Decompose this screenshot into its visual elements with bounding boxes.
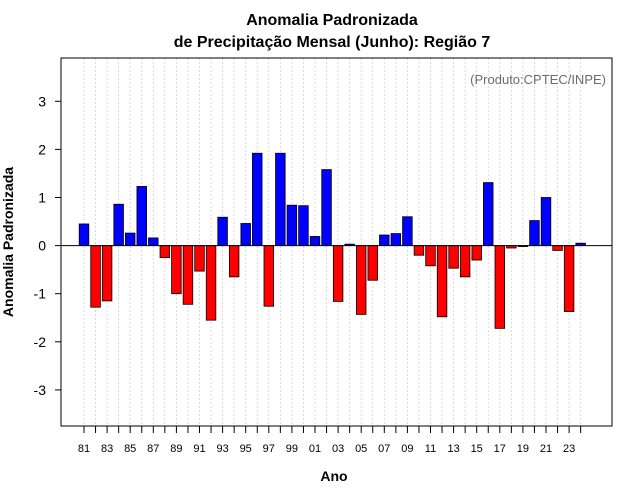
x-tick-label: 91	[193, 443, 205, 455]
bar-10	[413, 245, 425, 256]
bar-81	[78, 223, 90, 247]
x-tick-label: 15	[471, 443, 483, 455]
x-tick-label: 83	[101, 443, 113, 455]
bar-20	[529, 220, 540, 246]
bar-08	[390, 233, 402, 247]
x-tick-label: 09	[401, 443, 413, 455]
x-tick-label: 03	[332, 443, 344, 455]
y-tick-label: -1	[34, 286, 47, 302]
bar-16	[483, 182, 494, 247]
x-tick-label: 01	[309, 443, 321, 455]
bar-14	[459, 245, 471, 278]
x-tick-label: 21	[540, 443, 552, 455]
x-tick-label: 93	[216, 443, 228, 455]
bar-96	[252, 152, 263, 247]
x-tick-label: 23	[563, 443, 575, 455]
y-axis-label: Anomalia Padronizada	[0, 167, 16, 317]
x-axis-label: Ano	[320, 468, 347, 484]
y-tick-label: -3	[34, 382, 47, 398]
bar-93	[217, 216, 228, 247]
bar-21	[540, 197, 552, 246]
bar-06	[367, 245, 378, 281]
bar-95	[240, 223, 251, 247]
bar-03	[332, 245, 344, 302]
bar-07	[379, 234, 390, 247]
y-tick-label: 2	[38, 141, 46, 157]
bar-91	[194, 245, 205, 272]
y-tick-label: 0	[38, 238, 46, 254]
bar-22	[552, 245, 563, 251]
bar-92	[205, 245, 217, 321]
x-tick-label: 07	[378, 443, 390, 455]
bar-01	[309, 236, 321, 247]
bar-82	[90, 245, 101, 308]
bar-84	[113, 203, 124, 247]
bar-89	[171, 245, 182, 295]
bar-13	[448, 245, 459, 269]
x-tick-label: 89	[170, 443, 182, 455]
x-tick-label: 17	[494, 443, 506, 455]
bar-11	[425, 245, 436, 267]
bars-group	[78, 152, 586, 329]
bar-02	[321, 169, 332, 247]
x-tick-label: 11	[425, 443, 436, 455]
y-tick-label: 3	[38, 93, 46, 109]
x-tick-label: 85	[124, 443, 136, 455]
bar-23	[563, 245, 575, 312]
x-tick-label: 87	[147, 443, 159, 455]
bar-00	[298, 205, 309, 247]
bar-05	[355, 245, 367, 315]
plot-frame	[60, 57, 613, 427]
y-axis: -3 -2 -1 0 1 2 3	[34, 93, 61, 398]
bar-15	[471, 245, 482, 261]
y-tick-label: -2	[34, 334, 47, 350]
bar-83	[101, 245, 113, 302]
bar-88	[159, 245, 171, 259]
chart-subtitle: de Precipitação Mensal (Junho): Região 7	[174, 34, 491, 51]
x-tick-label: 95	[240, 443, 252, 455]
x-tick-label: 13	[447, 443, 459, 455]
bar-98	[275, 152, 286, 247]
x-axis: 81 83 85 87 89 91 93 95 97 99 01 03 05 07 09 11 13 15 17 19…	[78, 426, 582, 455]
bar-87	[148, 237, 159, 247]
x-tick-label: 05	[355, 443, 367, 455]
bar-17	[494, 245, 506, 329]
bar-90	[182, 245, 194, 305]
bar-85	[125, 232, 136, 247]
bar-86	[136, 186, 147, 247]
x-tick-label: 99	[286, 443, 298, 455]
bar-97	[263, 245, 275, 307]
bar-09	[402, 216, 413, 247]
source-annotation: (Produto:CPTEC/INPE)	[470, 72, 606, 87]
bar-12	[436, 245, 448, 318]
x-tick-label: 97	[263, 443, 275, 455]
y-tick-label: 1	[38, 190, 46, 206]
bar-99	[286, 204, 298, 247]
chart-title: Anomalia Padronizada	[246, 12, 418, 29]
x-tick-label: 19	[517, 443, 529, 455]
x-tick-label: 81	[78, 443, 90, 455]
bar-94	[228, 245, 240, 278]
